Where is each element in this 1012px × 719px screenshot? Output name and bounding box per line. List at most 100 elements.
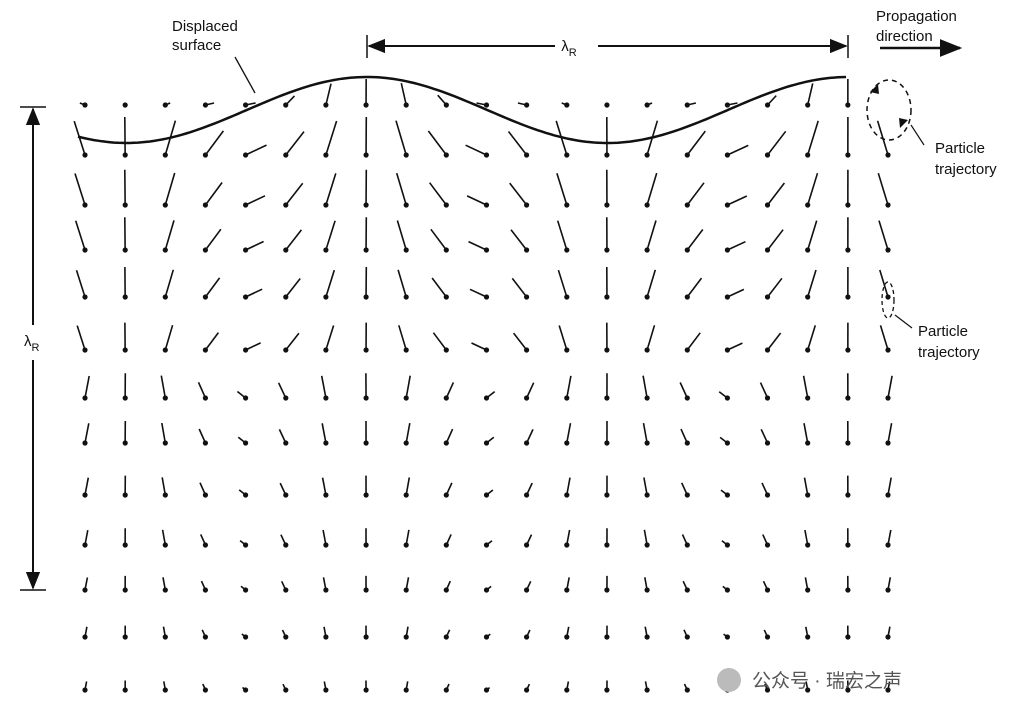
wavelength-label: λR <box>561 38 577 59</box>
particle <box>483 587 490 593</box>
particle <box>243 247 249 253</box>
stick <box>285 332 300 351</box>
particle <box>122 294 128 300</box>
stick <box>320 375 327 399</box>
particle <box>202 587 208 593</box>
particle <box>82 440 88 446</box>
particle <box>564 634 570 640</box>
stick <box>646 269 657 298</box>
particle <box>644 687 650 693</box>
particle <box>724 587 731 593</box>
particle <box>443 587 449 593</box>
particle <box>885 152 891 158</box>
particle <box>805 294 811 300</box>
particle <box>82 102 88 108</box>
particle <box>724 492 731 498</box>
particle <box>162 542 168 548</box>
stick <box>686 182 705 206</box>
particle <box>483 542 490 548</box>
particle <box>524 587 530 593</box>
particle <box>604 102 610 108</box>
particle <box>403 152 409 158</box>
stick <box>405 422 411 444</box>
particle <box>845 687 851 693</box>
particle <box>684 395 690 401</box>
particle <box>845 634 851 640</box>
particle <box>564 440 570 446</box>
particle <box>845 587 851 593</box>
stick <box>509 182 528 206</box>
surface-label: Displaced surface <box>172 18 238 54</box>
stick <box>164 269 175 298</box>
stick <box>75 269 86 298</box>
particle <box>443 202 449 208</box>
particle <box>122 347 128 353</box>
particle <box>644 492 650 498</box>
particle <box>162 102 168 108</box>
particle <box>283 102 289 108</box>
particle <box>323 152 329 158</box>
particle <box>524 542 530 548</box>
particle <box>283 395 289 401</box>
particle <box>724 395 731 401</box>
stick <box>471 342 487 351</box>
particle <box>684 542 690 548</box>
particle <box>483 202 490 208</box>
stick <box>74 173 86 206</box>
particle <box>845 294 851 300</box>
particle <box>443 395 449 401</box>
stick <box>285 131 305 156</box>
stick <box>806 83 814 106</box>
stick <box>321 477 327 496</box>
stick <box>642 422 648 444</box>
particle <box>724 440 731 446</box>
particle <box>604 395 610 401</box>
particle <box>283 202 289 208</box>
particle <box>82 294 88 300</box>
particle <box>122 202 128 208</box>
particle <box>724 634 731 640</box>
particle <box>403 587 409 593</box>
particle <box>202 102 209 108</box>
stick <box>727 195 748 206</box>
particle <box>604 440 610 446</box>
particle <box>684 294 690 300</box>
stick <box>84 477 90 496</box>
stick <box>428 182 447 206</box>
stick <box>285 229 303 251</box>
particle <box>604 152 610 158</box>
particle <box>162 492 168 498</box>
particle <box>162 202 168 208</box>
particle <box>403 440 409 446</box>
particle <box>403 634 409 640</box>
particle <box>243 202 249 208</box>
particle <box>885 542 891 548</box>
stick <box>727 342 743 351</box>
stick <box>642 375 648 399</box>
stick <box>164 324 174 351</box>
stick <box>766 182 786 206</box>
stick <box>245 240 264 251</box>
particle <box>684 247 690 253</box>
particle <box>162 440 168 446</box>
particle <box>243 440 249 446</box>
particle <box>644 247 650 253</box>
particle <box>363 347 369 353</box>
particle <box>805 687 811 693</box>
stick <box>727 288 745 298</box>
particle <box>202 202 208 208</box>
particle <box>764 542 771 548</box>
particle <box>243 395 249 401</box>
particle <box>604 492 610 498</box>
particle <box>443 247 449 253</box>
particle <box>122 247 128 253</box>
particle-grid <box>73 78 893 693</box>
particle <box>604 634 610 640</box>
particle <box>684 152 690 158</box>
particle <box>805 347 811 353</box>
particle <box>82 542 88 548</box>
particle <box>885 634 891 640</box>
stick <box>803 423 809 444</box>
particle <box>403 102 409 108</box>
